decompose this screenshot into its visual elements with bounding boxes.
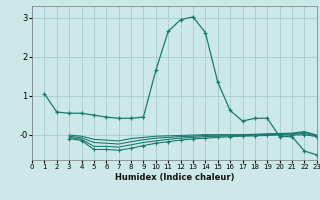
X-axis label: Humidex (Indice chaleur): Humidex (Indice chaleur) <box>115 173 234 182</box>
